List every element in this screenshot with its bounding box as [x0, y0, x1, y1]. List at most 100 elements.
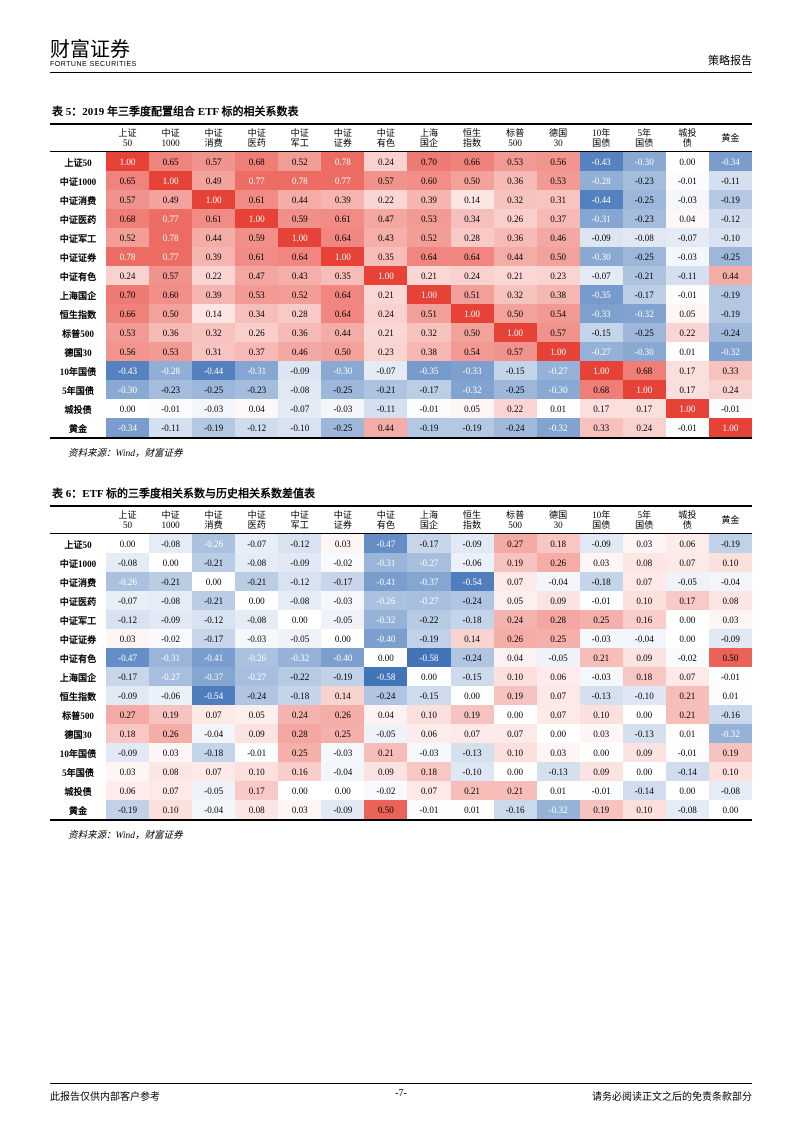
cell: -0.41 — [364, 572, 407, 591]
cell: 0.00 — [666, 629, 709, 648]
cell: 0.14 — [321, 686, 364, 705]
row-header: 中证消费 — [50, 190, 106, 209]
row-header: 中证有色 — [50, 266, 106, 285]
cell: -0.28 — [580, 171, 623, 190]
page-header: 财富证券 FORTUNE SECURITIES 策略报告 — [50, 40, 752, 73]
cell: -0.07 — [580, 266, 623, 285]
cell: 0.21 — [364, 323, 407, 342]
row-header: 中证有色 — [50, 648, 106, 667]
table6: 上证50中证1000中证消费中证医药中证军工中证证券中证有色上海国企恒生指数标普… — [50, 505, 752, 821]
cell: 0.21 — [364, 743, 407, 762]
cell: -0.08 — [106, 553, 149, 572]
cell: -0.10 — [623, 686, 666, 705]
cell: 0.44 — [192, 228, 235, 247]
cell: 0.25 — [321, 724, 364, 743]
cell: 0.26 — [494, 629, 537, 648]
cell: 0.26 — [321, 705, 364, 724]
cell: 0.01 — [666, 342, 709, 361]
cell: 0.26 — [235, 323, 278, 342]
cell: 0.64 — [451, 247, 494, 266]
cell: 0.53 — [537, 171, 580, 190]
row-header: 上证50 — [50, 152, 106, 172]
cell: 0.24 — [494, 610, 537, 629]
cell: 0.47 — [235, 266, 278, 285]
cell: 0.00 — [278, 781, 321, 800]
cell: 0.10 — [494, 743, 537, 762]
cell: -0.15 — [494, 361, 537, 380]
cell: -0.01 — [407, 399, 450, 418]
cell: 0.03 — [623, 534, 666, 554]
cell: 0.01 — [666, 724, 709, 743]
cell: -0.03 — [666, 190, 709, 209]
cell: -0.01 — [580, 591, 623, 610]
cell: 0.36 — [494, 171, 537, 190]
cell: -0.09 — [580, 228, 623, 247]
cell: 0.17 — [580, 399, 623, 418]
table6-title: 表 6：ETF 标的三季度相关系数与历史相关系数差值表 — [52, 485, 752, 501]
cell: 0.00 — [494, 705, 537, 724]
table5-wrap: 上证50中证1000中证消费中证医药中证军工中证证券中证有色上海国企恒生指数标普… — [50, 123, 752, 439]
cell: 0.24 — [106, 266, 149, 285]
cell: 0.28 — [537, 610, 580, 629]
cell: -0.25 — [623, 190, 666, 209]
cell: 0.03 — [106, 629, 149, 648]
cell: -0.08 — [278, 591, 321, 610]
cell: 0.00 — [580, 743, 623, 762]
cell: -0.11 — [666, 266, 709, 285]
cell: 0.57 — [494, 342, 537, 361]
cell: -0.05 — [537, 648, 580, 667]
col-header: 中证军工 — [278, 124, 321, 151]
cell: 0.09 — [580, 762, 623, 781]
cell: -0.08 — [149, 534, 192, 554]
cell: -0.23 — [235, 380, 278, 399]
cell: 0.17 — [623, 399, 666, 418]
cell: -0.33 — [580, 304, 623, 323]
logo-block: 财富证券 FORTUNE SECURITIES — [50, 40, 137, 68]
cell: 0.26 — [537, 553, 580, 572]
cell: 0.19 — [494, 553, 537, 572]
cell: 0.00 — [537, 724, 580, 743]
cell: 0.03 — [580, 553, 623, 572]
cell: 0.18 — [106, 724, 149, 743]
col-header: 中证消费 — [192, 506, 235, 533]
cell: -0.32 — [623, 304, 666, 323]
footer-page-number: -7- — [395, 1088, 407, 1099]
cell: -0.07 — [106, 591, 149, 610]
cell: -0.23 — [623, 171, 666, 190]
cell: -0.30 — [623, 342, 666, 361]
cell: 0.39 — [192, 247, 235, 266]
cell: 0.22 — [666, 323, 709, 342]
cell: -0.35 — [407, 361, 450, 380]
cell: 0.05 — [451, 399, 494, 418]
cell: 0.37 — [235, 342, 278, 361]
page-footer: 此报告仅供内部客户参考 -7- 请务必阅读正文之后的免责条款部分 — [50, 1083, 752, 1103]
cell: 0.54 — [537, 304, 580, 323]
cell: -0.11 — [709, 171, 752, 190]
cell: -0.31 — [364, 553, 407, 572]
cell: 0.09 — [623, 648, 666, 667]
cell: 0.56 — [537, 152, 580, 172]
cell: 0.09 — [235, 724, 278, 743]
cell: 0.53 — [407, 209, 450, 228]
cell: 0.43 — [364, 228, 407, 247]
cell: -0.32 — [451, 380, 494, 399]
cell: 0.07 — [451, 724, 494, 743]
cell: -0.06 — [149, 686, 192, 705]
cell: -0.09 — [321, 800, 364, 820]
cell: 0.65 — [149, 152, 192, 172]
cell: -0.27 — [235, 667, 278, 686]
cell: -0.14 — [623, 781, 666, 800]
cell: -0.47 — [106, 648, 149, 667]
table5-source: 资料来源：Wind，财富证券 — [68, 445, 752, 459]
cell: 0.17 — [666, 380, 709, 399]
cell: -0.13 — [451, 743, 494, 762]
cell: -0.25 — [192, 380, 235, 399]
cell: 0.50 — [364, 800, 407, 820]
cell: 0.21 — [494, 781, 537, 800]
cell: 0.16 — [623, 610, 666, 629]
cell: 0.52 — [106, 228, 149, 247]
cell: 0.27 — [494, 534, 537, 554]
row-header: 德国30 — [50, 342, 106, 361]
cell: -0.21 — [192, 591, 235, 610]
cell: 0.09 — [364, 762, 407, 781]
